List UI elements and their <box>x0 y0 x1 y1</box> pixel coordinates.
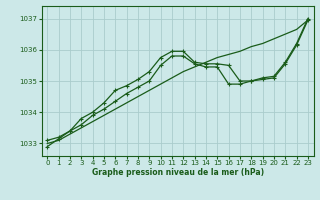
X-axis label: Graphe pression niveau de la mer (hPa): Graphe pression niveau de la mer (hPa) <box>92 168 264 177</box>
